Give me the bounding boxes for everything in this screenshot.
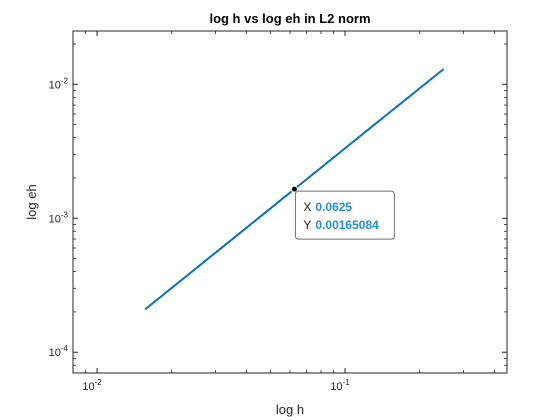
datatip-y-value: 0.00165084	[315, 218, 379, 232]
y-axis-label: log eh	[24, 184, 39, 219]
y-tick-exponent: -4	[61, 344, 69, 353]
x-tick-label: 10-1	[330, 378, 350, 393]
y-tick-base: 10	[49, 347, 61, 359]
x-axis-label: log h	[276, 402, 304, 417]
y-ticks: 10-410-310-2	[49, 43, 507, 374]
x-tick-exponent: -1	[343, 378, 351, 387]
datatip-x-value: 0.0625	[315, 200, 352, 214]
y-tick-label: 10-4	[49, 344, 69, 359]
x-tick-label: 10-2	[82, 378, 102, 393]
y-tick-label: 10-2	[49, 76, 69, 91]
datatip[interactable]: X 0.0625 Y 0.00165084	[290, 185, 395, 240]
chart-title: log h vs log eh in L2 norm	[209, 11, 370, 26]
x-tick-exponent: -2	[95, 378, 103, 387]
axes-box	[72, 30, 508, 374]
y-tick-base: 10	[49, 79, 61, 91]
y-tick-label: 10-3	[49, 210, 69, 225]
datatip-box	[294, 190, 395, 240]
x-ticks: 10-2 10-1	[82, 31, 495, 393]
plot-area: 10-2 10-1 10-410-310-2 X 0.0625 Y 0.00165…	[49, 30, 508, 393]
datatip-marker[interactable]	[290, 185, 298, 193]
y-tick-exponent: -2	[61, 76, 69, 85]
y-tick-exponent: -3	[61, 210, 69, 219]
x-tick-base: 10	[330, 381, 342, 393]
datatip-y-key: Y	[303, 218, 311, 232]
datatip-x-key: X	[303, 200, 311, 214]
x-tick-base: 10	[82, 381, 94, 393]
y-tick-base: 10	[49, 213, 61, 225]
